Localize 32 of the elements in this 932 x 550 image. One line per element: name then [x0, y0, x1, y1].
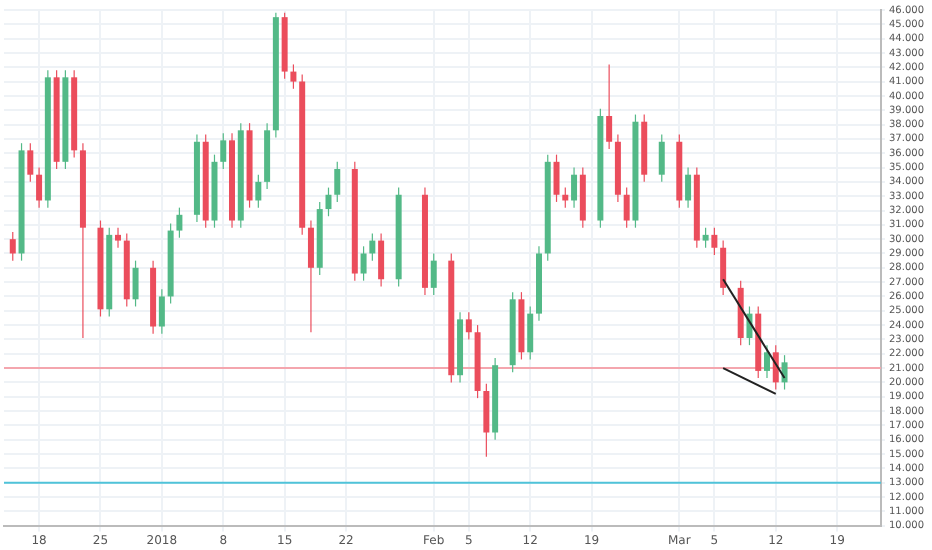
candlestick — [220, 132, 227, 170]
candlestick — [527, 305, 534, 361]
candlestick — [132, 260, 139, 308]
candlestick — [9, 231, 16, 262]
candlestick — [623, 187, 630, 229]
candlestick — [430, 252, 437, 296]
candlestick — [764, 344, 770, 379]
candlestick — [606, 63, 613, 150]
candlestick — [685, 166, 692, 209]
candlestick — [176, 207, 183, 239]
candlestick — [36, 166, 43, 209]
candlestick — [720, 239, 727, 296]
candlestick — [255, 174, 262, 209]
candlestick — [360, 245, 367, 282]
candlestick — [290, 63, 297, 90]
candlestick — [483, 383, 490, 458]
candlestick — [378, 232, 385, 288]
candlestick — [158, 288, 165, 335]
candlestick — [27, 142, 34, 183]
candlestick — [307, 219, 314, 333]
candlestick — [658, 134, 665, 183]
candlestick — [571, 166, 578, 209]
candlestick — [711, 227, 718, 256]
candlestick — [334, 161, 341, 203]
candlestick — [369, 232, 376, 262]
candlestick — [579, 166, 586, 229]
candlestick — [115, 227, 122, 249]
candlestick — [465, 311, 472, 341]
candlestick — [325, 187, 332, 217]
candlestick — [702, 227, 709, 249]
candlestick — [553, 154, 560, 203]
candlestick — [781, 354, 788, 391]
